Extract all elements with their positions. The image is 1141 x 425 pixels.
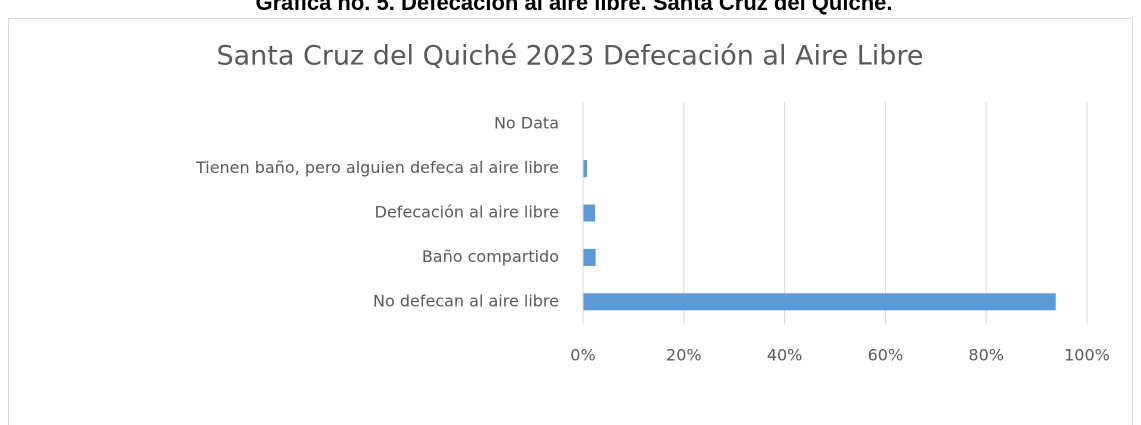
y-tick-label: Tienen baño, pero alguien defeca al aire… (195, 158, 559, 177)
y-tick-label: No Data (494, 114, 559, 133)
bar (583, 248, 596, 266)
y-tick-label: No defecan al aire libre (373, 291, 559, 310)
x-tick-label: 40% (767, 346, 803, 365)
x-tick-label: 20% (666, 346, 702, 365)
bar (583, 293, 1056, 311)
x-tick-label: 80% (968, 346, 1004, 365)
y-tick-label: Defecación al aire libre (375, 203, 559, 222)
x-tick-label: 60% (868, 346, 904, 365)
y-tick-label: Baño compartido (422, 247, 559, 266)
x-tick-label: 0% (570, 346, 595, 365)
chart-title: Santa Cruz del Quiché 2023 Defecación al… (216, 41, 923, 72)
chart-frame (8, 18, 1133, 425)
page-header: Gráfica no. 5. Defecación al aire libre.… (256, 0, 893, 15)
bar (583, 160, 588, 178)
bar (583, 204, 596, 222)
x-tick-label: 100% (1064, 346, 1110, 365)
